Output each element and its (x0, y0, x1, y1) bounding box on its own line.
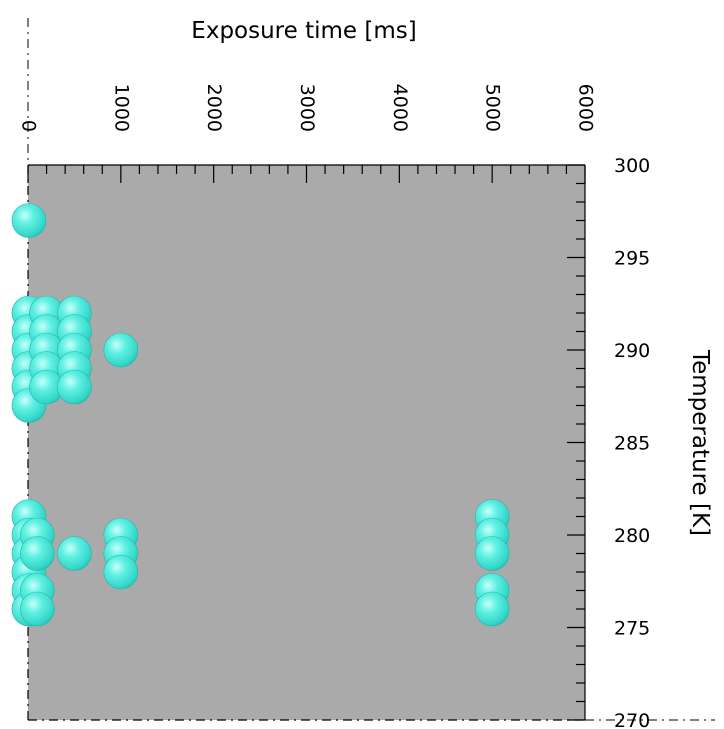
x-axis-label: Exposure time [ms] (191, 18, 416, 44)
data-point (11, 203, 47, 238)
x-tick-label: 3000 (296, 84, 318, 132)
x-tick-labels: 0 1000 2000 3000 4000 5000 6000 (18, 84, 597, 132)
y-tick-label: 295 (614, 248, 650, 270)
data-point (57, 369, 92, 405)
data-point (474, 591, 510, 627)
y-tick-label: 300 (614, 155, 650, 177)
y-tick-label: 275 (614, 618, 650, 640)
y-tick-label: 280 (614, 525, 650, 547)
data-point (474, 536, 510, 571)
y-tick-labels: 270 275 280 285 290 295 300 (614, 155, 650, 729)
x-tick-label: 4000 (389, 84, 411, 132)
x-tick-label: 2000 (203, 84, 225, 132)
plot-area (28, 165, 585, 720)
data-point (103, 332, 139, 368)
axes (27, 18, 715, 721)
x-tick-label: 1000 (110, 84, 132, 132)
y-tick-label: 270 (614, 710, 650, 729)
y-axis-label: Temperature [K] (687, 349, 713, 536)
data-point (103, 554, 139, 590)
y-tick-label: 290 (614, 340, 650, 362)
x-tick-label: 0 (18, 120, 40, 132)
data-point (57, 536, 92, 571)
y-tick-label: 285 (614, 433, 650, 455)
x-tick-label: 5000 (482, 84, 504, 132)
data-points (11, 203, 510, 627)
x-tick-label: 6000 (575, 84, 597, 132)
data-point (19, 536, 55, 571)
data-point (19, 591, 55, 627)
